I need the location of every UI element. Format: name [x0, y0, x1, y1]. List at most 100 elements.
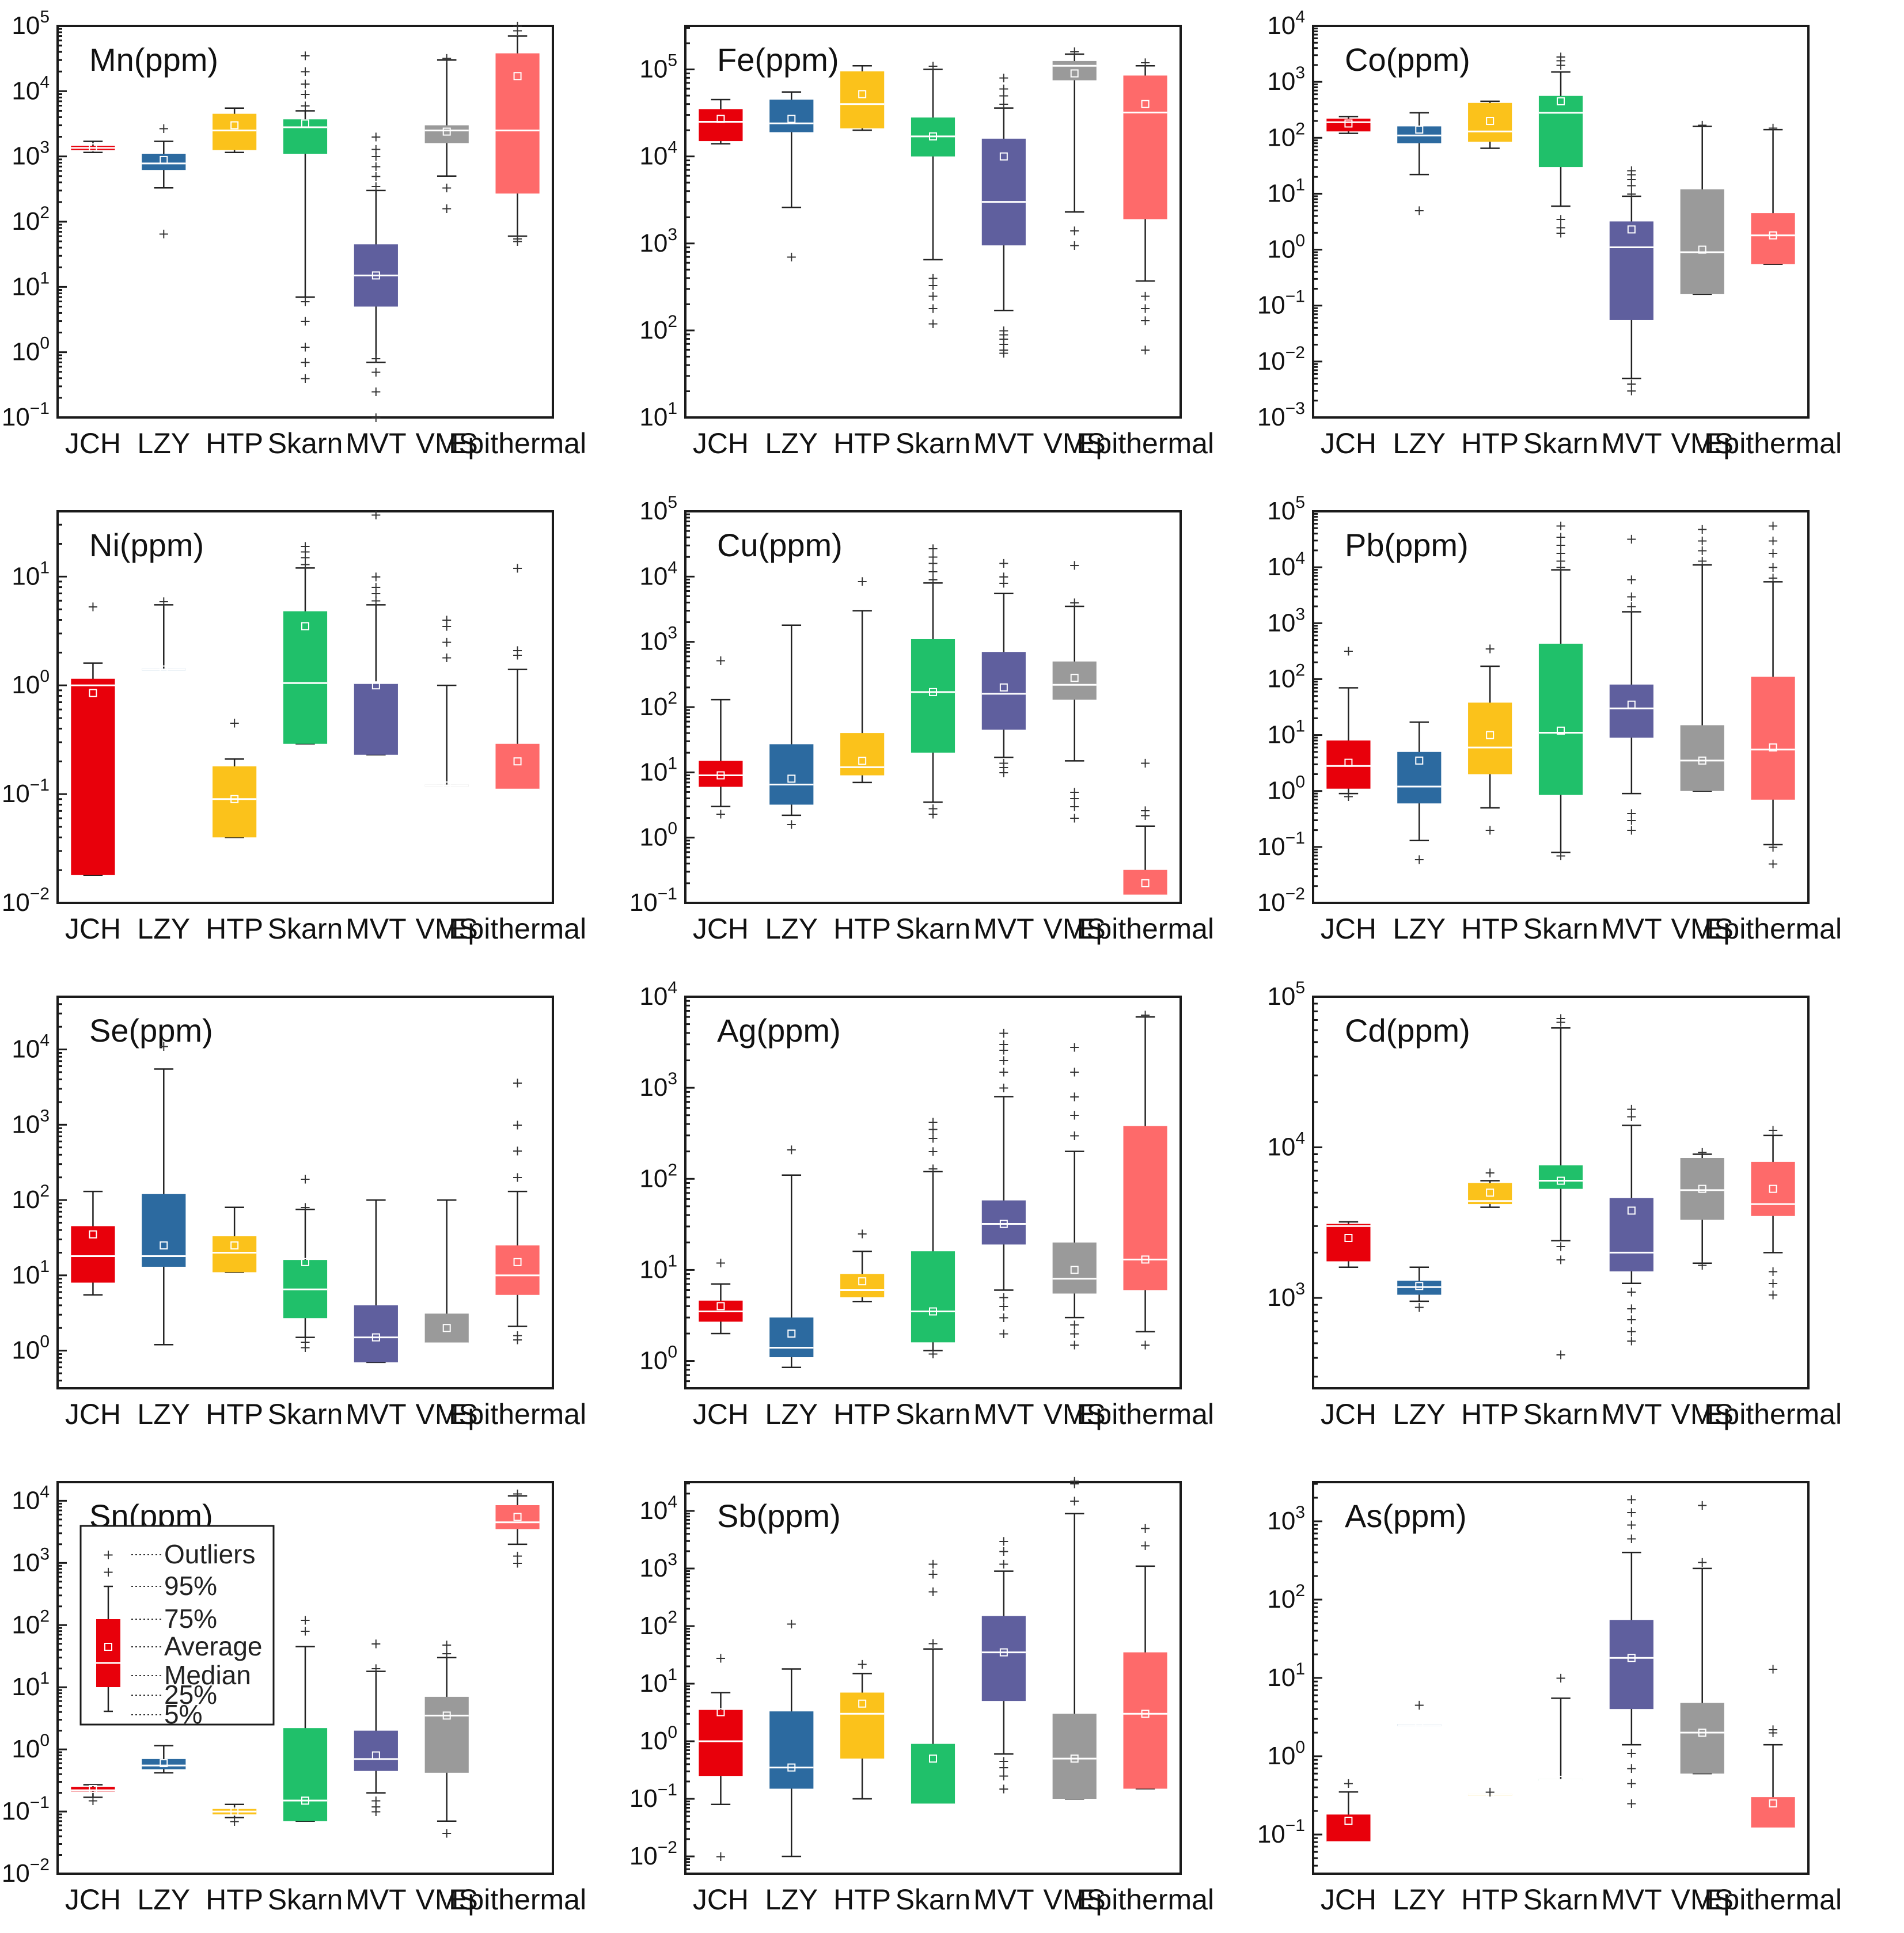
cu-ppm-epithermal-box: [1123, 869, 1167, 896]
cd-ppm-mvt-outlier: +: [1626, 1332, 1637, 1349]
cd-ppm-x-label-epithermal: Epithermal: [1704, 1398, 1842, 1430]
co-ppm-x-label-epithermal: Epithermal: [1704, 427, 1842, 459]
cd-ppm-vms-box-group: ++: [1680, 1144, 1724, 1273]
cu-ppm-vms-outlier: +: [1069, 594, 1080, 610]
mn-ppm-x-label-lzy: LZY: [137, 427, 190, 459]
se-ppm-skarn-mean-marker: [301, 1258, 309, 1266]
sb-ppm-mvt-outlier: +: [998, 1543, 1010, 1559]
fe-ppm-jch-box: [699, 109, 743, 142]
fe-ppm-skarn-outlier: +: [927, 58, 939, 74]
sn-ppm-mvt-box: [354, 1730, 398, 1771]
cu-ppm-x-label-mvt: MVT: [973, 913, 1034, 945]
pb-ppm-y-tick-label: 105: [1267, 493, 1305, 525]
as-ppm-jch-box: [1326, 1814, 1371, 1843]
ag-ppm-mvt-outlier: +: [998, 1053, 1010, 1069]
ag-ppm-mvt-outlier: +: [998, 1036, 1010, 1053]
ni-ppm-x-label-htp: HTP: [206, 913, 263, 945]
cu-ppm-skarn-mean-marker: [929, 688, 937, 696]
legend-mean-marker: [104, 1643, 112, 1651]
as-ppm-mvt-outlier: +: [1626, 1505, 1637, 1521]
cu-ppm-mvt-outlier: +: [998, 575, 1010, 591]
cu-ppm-x-label-jch: JCH: [693, 913, 749, 945]
ag-ppm-mvt-box: [981, 1200, 1026, 1245]
cd-ppm-x-label-mvt: MVT: [1601, 1398, 1662, 1430]
ni-ppm-lzy-outlier: +: [158, 594, 169, 610]
cu-ppm-x-label-skarn: Skarn: [896, 913, 971, 945]
co-ppm-htp-mean-marker: [1486, 117, 1495, 126]
cu-ppm-vms-mean-marker: [1070, 674, 1079, 682]
ag-ppm-y-tick-label: 102: [639, 1160, 677, 1193]
ni-ppm-x-label-epithermal: Epithermal: [449, 913, 586, 945]
ni-ppm-vms-outlier: +: [441, 612, 453, 628]
pb-ppm-mvt-outlier: +: [1626, 572, 1637, 588]
cd-ppm-mvt-outlier: +: [1626, 1108, 1637, 1125]
pb-ppm-vms-outlier: +: [1697, 533, 1708, 549]
mn-ppm-x-label-mvt: MVT: [346, 427, 407, 459]
ni-ppm-mvt-box: [354, 683, 398, 755]
ni-ppm-y-tick-label: 10−2: [2, 884, 50, 917]
fe-ppm-y-tick-label: 103: [639, 225, 677, 257]
co-ppm-mvt-box: [1609, 221, 1653, 320]
co-ppm-y-tick-label: 103: [1267, 63, 1305, 96]
mn-ppm-skarn-outlier: +: [299, 86, 311, 102]
cu-ppm-lzy-box: [769, 744, 814, 805]
cd-ppm-mvt-box: [1609, 1198, 1653, 1272]
pb-ppm-x-label-jch: JCH: [1321, 913, 1376, 945]
mn-ppm-y-tick-label: 105: [12, 7, 50, 40]
mn-ppm-mvt-mean-marker: [371, 271, 380, 280]
se-ppm-lzy-box-group: +: [142, 1038, 186, 1346]
co-ppm-vms-box-group: +: [1680, 117, 1724, 295]
ag-ppm-jch-mean-marker: [716, 1302, 725, 1311]
ag-ppm-skarn-outlier: +: [927, 1114, 939, 1130]
ni-ppm-skarn-outlier: +: [299, 556, 311, 572]
legend-box: [96, 1619, 120, 1687]
sn-ppm-skarn-box-group: ++: [283, 1612, 328, 1822]
as-ppm-x-label-epithermal: Epithermal: [1704, 1883, 1842, 1916]
legend-outlier-glyph: +: [103, 1564, 114, 1580]
pb-ppm-panel: 10−210−1100101102103104105Pb(ppm)++JCH+L…: [1257, 493, 1842, 945]
ag-ppm-x-label-lzy: LZY: [765, 1398, 818, 1430]
fe-ppm-x-label-skarn: Skarn: [896, 427, 971, 459]
mn-ppm-mvt-outlier: +: [370, 409, 382, 426]
mn-ppm-mvt-outlier: +: [370, 351, 382, 367]
sn-ppm-x-label-jch: JCH: [65, 1883, 121, 1916]
se-ppm-title: Se(ppm): [89, 1012, 213, 1049]
as-ppm-mvt-box-group: ++++++++: [1609, 1491, 1653, 1812]
co-ppm-skarn-outlier: +: [1555, 52, 1567, 69]
cd-ppm-lzy-mean-marker: [1415, 1282, 1424, 1290]
cu-ppm-x-label-htp: HTP: [833, 913, 891, 945]
pb-ppm-y-tick-label: 10−1: [1257, 829, 1305, 861]
co-ppm-skarn-outlier: +: [1555, 57, 1567, 73]
as-ppm-htp-outlier: +: [1484, 1784, 1496, 1800]
pb-ppm-mvt-outlier: +: [1626, 531, 1637, 547]
sn-ppm-htp-box-group: +: [213, 1803, 257, 1829]
cd-ppm-epithermal-mean-marker: [1769, 1184, 1777, 1193]
sb-ppm-skarn-box: [911, 1744, 955, 1805]
sn-ppm-y-tick-label: 10−2: [2, 1855, 50, 1888]
pb-ppm-vms-box: [1680, 725, 1724, 791]
as-ppm-mvt-outlier: +: [1626, 1531, 1637, 1547]
as-ppm-jch-mean-marker: [1344, 1817, 1353, 1825]
cu-ppm-epithermal-outlier: +: [1140, 807, 1151, 823]
fe-ppm-lzy-outlier: +: [786, 249, 797, 265]
mn-ppm-mvt-box-group: ++++++++++: [354, 129, 398, 426]
ag-ppm-jch-outlier: +: [715, 1255, 726, 1271]
mn-ppm-mvt-outlier: +: [370, 178, 382, 194]
fe-ppm-x-label-jch: JCH: [693, 427, 749, 459]
sb-ppm-lzy-outlier: +: [786, 1616, 797, 1632]
se-ppm-jch-box-group: [71, 1190, 115, 1296]
as-ppm-y-tick-label: 100: [1267, 1738, 1305, 1770]
pb-ppm-lzy-outlier: +: [1413, 851, 1425, 867]
ni-ppm-lzy-mean-marker: [160, 665, 168, 674]
pb-ppm-epithermal-outlier: +: [1768, 533, 1779, 549]
fe-ppm-htp-box-group: [840, 65, 885, 131]
pb-ppm-skarn-box-group: +++++++: [1538, 518, 1583, 864]
ag-ppm-vms-outlier: +: [1069, 1326, 1080, 1342]
fe-ppm-y-tick-label: 101: [639, 399, 677, 431]
cd-ppm-epithermal-box: [1751, 1161, 1795, 1216]
cd-ppm-y-tick-label: 103: [1267, 1279, 1305, 1312]
cd-ppm-mvt-outlier: +: [1626, 1101, 1637, 1117]
ag-ppm-skarn-mean-marker: [929, 1307, 937, 1316]
